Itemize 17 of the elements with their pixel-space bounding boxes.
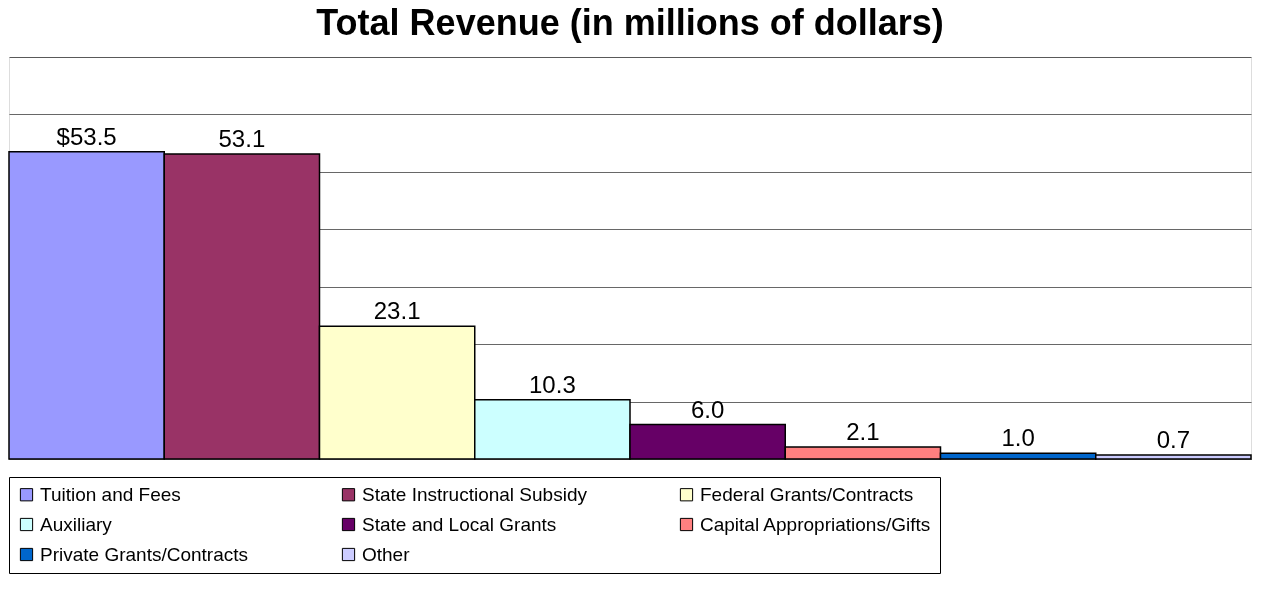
data-label: 10.3 — [529, 370, 576, 398]
data-label: 2.1 — [846, 417, 880, 445]
legend-label: State Instructional Subsidy — [362, 483, 588, 505]
data-label: 23.1 — [373, 297, 421, 325]
legend-label: Tuition and Fees — [40, 483, 181, 505]
legend-label: Capital Appropriations/Gifts — [700, 513, 931, 535]
data-label: 0.7 — [1156, 425, 1191, 453]
data-label: 1.0 — [1001, 424, 1035, 452]
data-label: 53.1 — [218, 125, 266, 153]
legend-label: Auxiliary — [40, 513, 113, 535]
legend-label: Federal Grants/Contracts — [700, 483, 914, 505]
data-label: 6.0 — [690, 395, 725, 423]
chart-title: Total Revenue (in millions of dollars) — [316, 2, 944, 43]
legend-label: Other — [362, 543, 411, 565]
data-label: $53.5 — [56, 122, 117, 150]
legend-label: Private Grants/Contracts — [40, 543, 249, 565]
legend-label: State and Local Grants — [362, 513, 557, 535]
